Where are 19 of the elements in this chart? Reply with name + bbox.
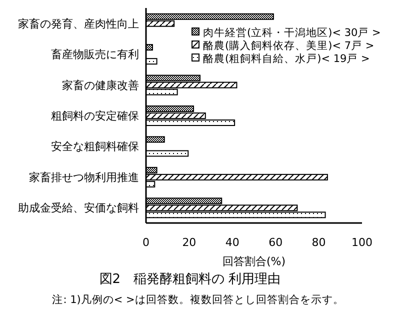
y-tick-label: 安全な粗飼料確保	[51, 140, 139, 154]
y-tick-label: 家畜の発育、産肉性向上	[18, 17, 139, 30]
text: 注: 1)凡例の< >は回答数。複数回答とし回答割合を示す。	[52, 293, 344, 306]
x-tick-label: 100	[352, 236, 372, 249]
y-tick-label: 助成金受給、安価な飼料	[18, 202, 139, 215]
text: 図2 稲発酵粗飼料の 利用理由	[99, 272, 281, 287]
x-tick-label: 80	[312, 236, 326, 249]
y-tick-label: 家畜排せつ物利用推進	[29, 170, 139, 184]
x-tick-label: 40	[225, 236, 240, 249]
legend-label: 酪農(購入飼料依存、美里)< 7戸 >	[203, 39, 374, 52]
legend-label: 酪農(粗飼料自給、水戸)< 19戸 >	[203, 52, 370, 65]
y-tick-label: 家畜の健康改善	[62, 78, 139, 92]
legend-label: 肉牛経営(立科・干潟地区)< 30戸 >	[203, 26, 381, 39]
y-tick-label: 粗飼料の安定確保	[51, 110, 139, 122]
x-tick-label: 20	[182, 236, 196, 249]
x-tick-label: 60	[268, 236, 283, 249]
y-tick-label: 畜産物販売に有利	[51, 48, 139, 62]
x-axis-title: 回答割合(%)	[222, 255, 286, 268]
x-tick-label: 0	[142, 236, 150, 249]
